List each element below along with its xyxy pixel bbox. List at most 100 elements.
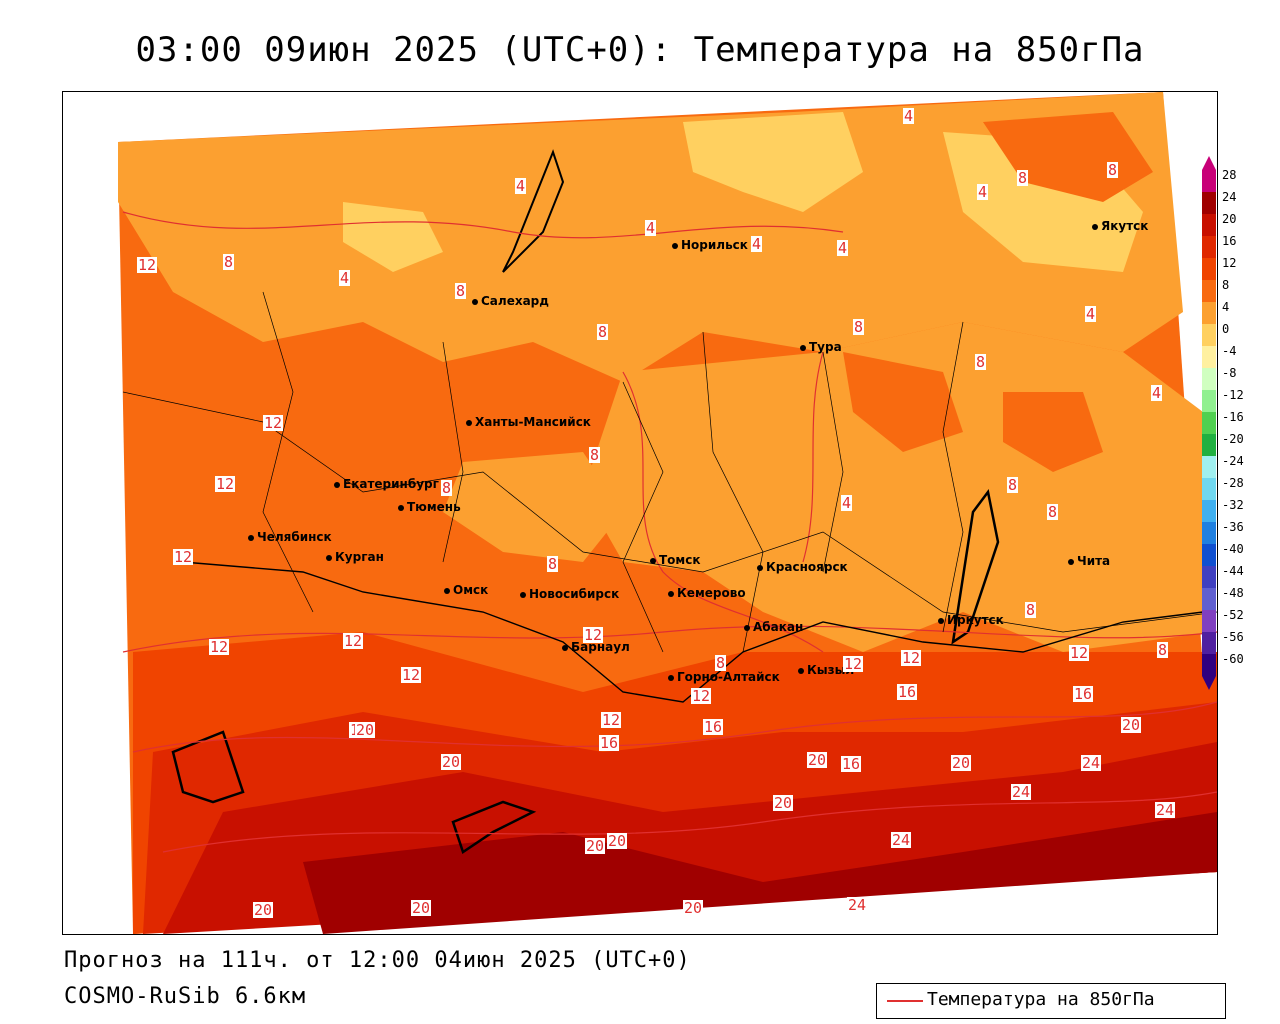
contour-label: 8 bbox=[455, 282, 467, 300]
colorbar-tick-label: -36 bbox=[1222, 520, 1244, 534]
city-salekhard: Салехард bbox=[472, 294, 549, 308]
colorbar-segment bbox=[1202, 368, 1216, 390]
contour-label: 24 bbox=[1081, 754, 1102, 772]
colorbar-segment bbox=[1202, 346, 1216, 368]
colorbar-segment bbox=[1202, 632, 1216, 654]
colorbar-tick-label: 16 bbox=[1222, 234, 1237, 248]
contour-label: 12 bbox=[215, 475, 236, 493]
colorbar-tick-label: -56 bbox=[1222, 630, 1244, 644]
contour-label: 20 bbox=[1121, 716, 1142, 734]
contour-label: 12 bbox=[843, 655, 864, 673]
contour-label: 12 bbox=[173, 548, 194, 566]
contour-label: 8 bbox=[715, 654, 727, 672]
colorbar-segment bbox=[1202, 610, 1216, 632]
contour-label: 20 bbox=[607, 832, 628, 850]
colorbar-top-arrow bbox=[1202, 156, 1216, 170]
contour-label: 8 bbox=[441, 479, 453, 497]
contour-label: 4 bbox=[903, 107, 915, 125]
colorbar-tick-label: 12 bbox=[1222, 256, 1237, 270]
city-abakan: Абакан bbox=[743, 620, 804, 634]
city-chita: Чита bbox=[1067, 554, 1111, 568]
contour-label: 4 bbox=[1085, 305, 1097, 323]
temperature-map: Салехард Норильск Тура Якутск Ханты-Манс… bbox=[62, 91, 1218, 935]
contour-label: 8 bbox=[1047, 503, 1059, 521]
colorbar-bottom-arrow bbox=[1202, 676, 1216, 690]
colorbar-segment bbox=[1202, 236, 1216, 258]
contour-label: 20 bbox=[683, 899, 704, 917]
contour-label: 20 bbox=[807, 751, 828, 769]
contour-label: 20 bbox=[441, 753, 462, 771]
contour-label: 12 bbox=[137, 256, 158, 274]
contour-label: 4 bbox=[1151, 384, 1163, 402]
contour-label: 8 bbox=[1017, 169, 1029, 187]
city-yakutsk: Якутск bbox=[1091, 219, 1149, 233]
city-tyumen: Тюмень bbox=[398, 500, 461, 514]
city-krasnoyarsk: Красноярск bbox=[757, 560, 848, 574]
colorbar-tick-label: -4 bbox=[1222, 344, 1237, 358]
colorbar-tick-label: 0 bbox=[1222, 322, 1230, 336]
city-tura: Тура bbox=[800, 340, 842, 354]
contour-label: 12 bbox=[901, 649, 922, 667]
city-kurgan: Курган bbox=[326, 550, 384, 564]
contour-label: 20 bbox=[253, 901, 274, 919]
colorbar-segment bbox=[1202, 280, 1216, 302]
contour-label: 4 bbox=[645, 219, 657, 237]
city-barnaul: Барнаул bbox=[562, 640, 630, 654]
legend-line-swatch bbox=[887, 1000, 923, 1002]
contour-label: 24 bbox=[1155, 801, 1176, 819]
colorbar-tick-label: -28 bbox=[1222, 476, 1244, 490]
contour-label: 16 bbox=[841, 755, 862, 773]
contour-label: 4 bbox=[841, 494, 853, 512]
contour-label: 24 bbox=[891, 831, 912, 849]
colorbar-segment bbox=[1202, 192, 1216, 214]
colorbar-tick-label: 28 bbox=[1222, 168, 1237, 182]
contour-label: 8 bbox=[589, 446, 601, 464]
colorbar-segment bbox=[1202, 478, 1216, 500]
city-novosibirsk: Новосибирск bbox=[519, 587, 620, 601]
colorbar-tick-label: -32 bbox=[1222, 498, 1244, 512]
city-kyzyl: Кызыл bbox=[797, 663, 855, 677]
city-kemerovo: Кемерово bbox=[668, 586, 746, 600]
contour-label: 12 bbox=[209, 638, 230, 656]
contour-label: 20 bbox=[411, 899, 432, 917]
contour-label: 12 bbox=[1069, 644, 1090, 662]
contour-label: 4 bbox=[837, 239, 849, 257]
colorbar-tick-label: -48 bbox=[1222, 586, 1244, 600]
colorbar-tick-label: -60 bbox=[1222, 652, 1244, 666]
colorbar-segment bbox=[1202, 324, 1216, 346]
map-title: 03:00 09июн 2025 (UTC+0): Температура на… bbox=[135, 30, 1145, 70]
contour-label: 8 bbox=[1007, 476, 1019, 494]
colorbar-segment bbox=[1202, 654, 1216, 676]
contour-label: 16 bbox=[1073, 685, 1094, 703]
contour-label: 16 bbox=[599, 734, 620, 752]
contour-label: 8 bbox=[1025, 601, 1037, 619]
contour-label: 24 bbox=[1011, 783, 1032, 801]
colorbar-tick-label: 4 bbox=[1222, 300, 1230, 314]
contour-label: 12 bbox=[601, 711, 622, 729]
city-irkutsk: Иркутск bbox=[938, 613, 1004, 627]
colorbar-segment bbox=[1202, 522, 1216, 544]
colorbar-tick-label: -12 bbox=[1222, 388, 1244, 402]
contour-label: 4 bbox=[339, 269, 351, 287]
forecast-info: Прогноз на 111ч. от 12:00 04июн 2025 (UT… bbox=[64, 948, 691, 973]
city-tomsk: Томск bbox=[650, 553, 701, 567]
colorbar-segment bbox=[1202, 544, 1216, 566]
colorbar-tick-label: -16 bbox=[1222, 410, 1244, 424]
contour-label: 8 bbox=[1107, 161, 1119, 179]
colorbar-tick-label: -24 bbox=[1222, 454, 1244, 468]
colorbar-tick-label: 20 bbox=[1222, 212, 1237, 226]
contour-label: 4 bbox=[515, 177, 527, 195]
colorbar-segment bbox=[1202, 214, 1216, 236]
contour-label: 24 bbox=[847, 896, 868, 914]
colorbar-tick-label: -8 bbox=[1222, 366, 1237, 380]
contour-label: 20 bbox=[355, 721, 376, 739]
colorbar-tick-label: 8 bbox=[1222, 278, 1230, 292]
colorbar-tick-label: -40 bbox=[1222, 542, 1244, 556]
city-omsk: Омск bbox=[443, 583, 489, 597]
colorbar-segment bbox=[1202, 588, 1216, 610]
contour-label: 8 bbox=[975, 353, 987, 371]
colorbar-segment bbox=[1202, 412, 1216, 434]
contour-label: 8 bbox=[223, 253, 235, 271]
contour-label: 8 bbox=[1157, 641, 1169, 659]
contour-label: 20 bbox=[951, 754, 972, 772]
